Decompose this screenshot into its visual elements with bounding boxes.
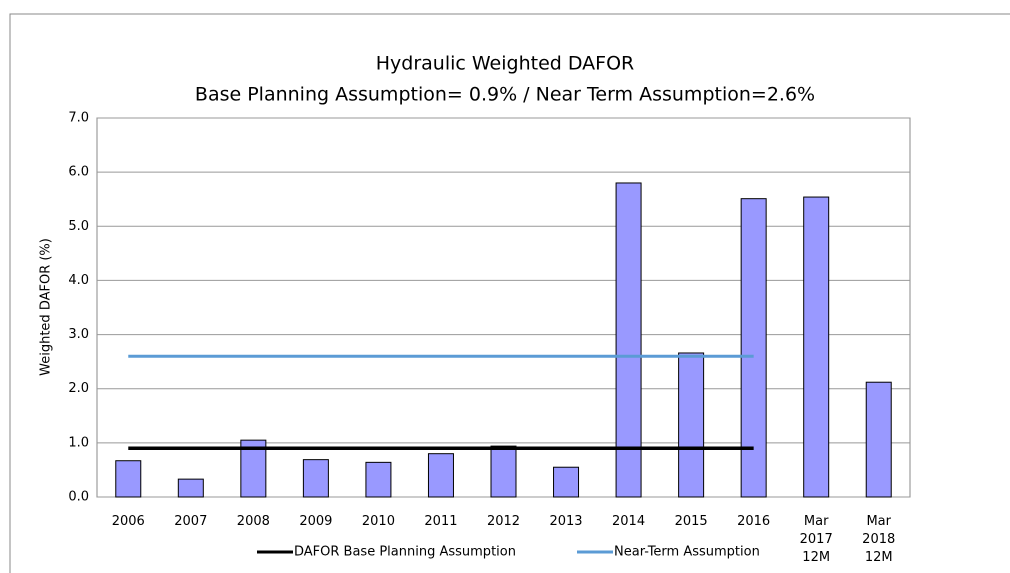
x-tick-label: 2014	[612, 514, 645, 529]
x-tick-label: 2013	[549, 514, 582, 529]
x-tick-label: 2006	[112, 514, 145, 529]
bar	[490, 445, 517, 498]
bar	[740, 198, 767, 498]
y-tick-label: 0.0	[68, 490, 89, 505]
y-tick-label: 7.0	[68, 111, 89, 126]
x-tick-label: 2015	[675, 514, 708, 529]
bar	[177, 478, 204, 498]
legend-label: Near-Term Assumption	[614, 545, 760, 560]
chart-subtitle: Base Planning Assumption= 0.9% / Near Te…	[195, 84, 815, 106]
y-tick-label: 6.0	[68, 165, 89, 180]
chart-title: Hydraulic Weighted DAFOR	[376, 53, 635, 75]
bar	[615, 182, 642, 498]
y-tick-label: 1.0	[68, 435, 89, 450]
bar	[365, 461, 392, 498]
y-axis-label: Weighted DAFOR (%)	[39, 238, 54, 376]
y-tick-label: 3.0	[68, 327, 89, 342]
x-tick-label: 2010	[362, 514, 395, 529]
y-tick-label: 2.0	[68, 381, 89, 396]
y-tick-label: 5.0	[68, 219, 89, 234]
bar	[115, 460, 142, 498]
x-tick-label: 2008	[237, 514, 270, 529]
bar	[865, 381, 892, 498]
plot-area	[96, 117, 911, 498]
bar	[427, 453, 454, 498]
x-tick-label: Mar 2018 12M	[862, 514, 895, 565]
x-tick-label: 2012	[487, 514, 520, 529]
bar	[803, 196, 830, 498]
y-tick-label: 4.0	[68, 273, 89, 288]
x-tick-label: Mar 2017 12M	[800, 514, 833, 565]
bar	[302, 459, 329, 498]
bar	[553, 466, 580, 498]
bar	[678, 352, 705, 498]
x-tick-label: 2016	[737, 514, 770, 529]
legend-label: DAFOR Base Planning Assumption	[294, 545, 516, 560]
chart-frame	[9, 13, 1010, 573]
x-tick-label: 2007	[174, 514, 207, 529]
x-tick-label: 2011	[424, 514, 457, 529]
x-tick-label: 2009	[299, 514, 332, 529]
